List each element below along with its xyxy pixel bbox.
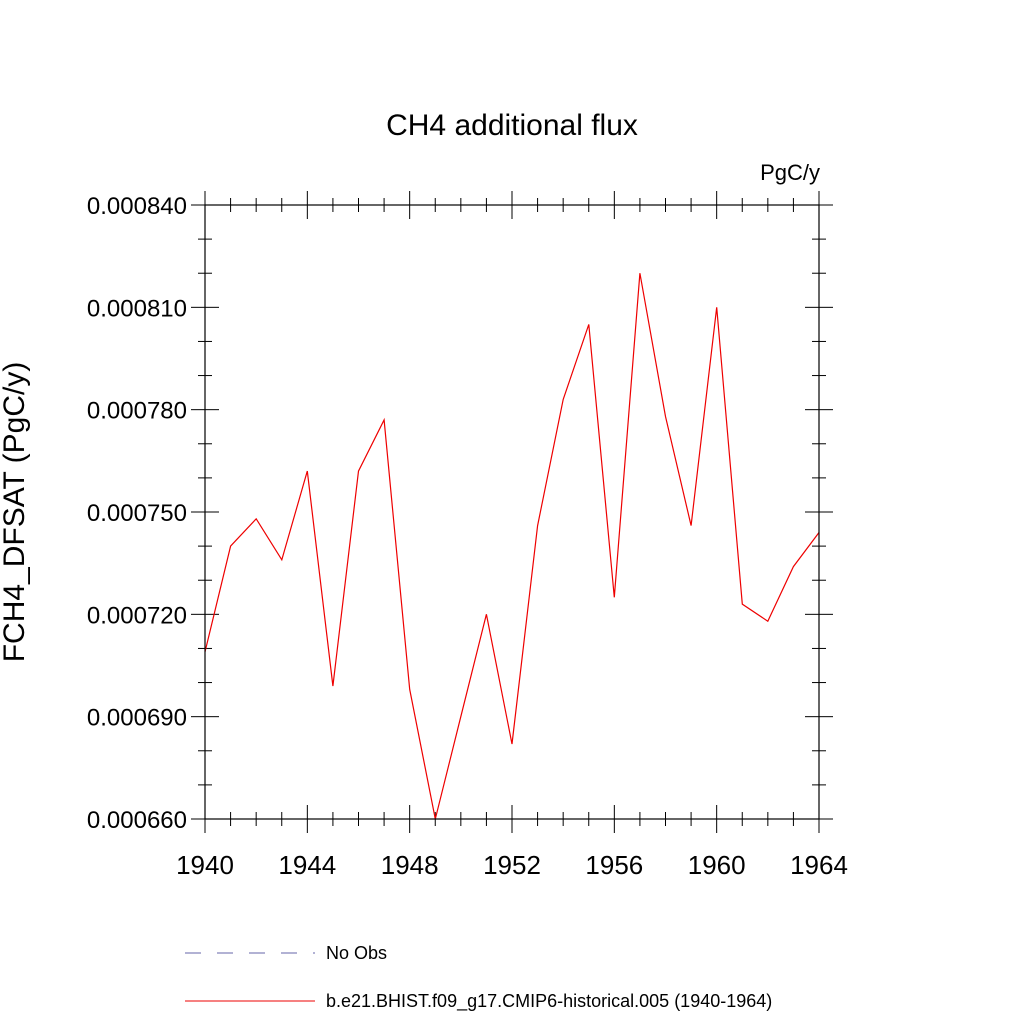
x-tick-labels: 1940 1944 1948 1952 1956 1960 1964 — [176, 850, 848, 880]
y-tick-marks — [191, 204, 833, 820]
x-tick-label: 1952 — [483, 850, 541, 880]
legend-label-no-obs: No Obs — [326, 943, 387, 963]
x-tick-label: 1964 — [790, 850, 848, 880]
series-line — [204, 273, 820, 820]
legend-label-model: b.e21.BHIST.f09_g17.CMIP6-historical.005… — [326, 991, 772, 1012]
y-tick-label: 0.000840 — [87, 193, 187, 220]
x-tick-marks — [204, 191, 820, 833]
y-axis-label: FCH4_DFSAT (PgC/y) — [0, 362, 31, 663]
x-tick-label: 1940 — [176, 850, 234, 880]
y-tick-labels: 0.000660 0.000690 0.000720 0.000750 0.000780… — [87, 193, 187, 834]
y-tick-label: 0.000660 — [87, 807, 187, 834]
units-label: PgC/y — [760, 160, 820, 185]
y-tick-label: 0.000750 — [87, 500, 187, 527]
x-tick-label: 1948 — [381, 850, 439, 880]
legend: No Obs b.e21.BHIST.f09_g17.CMIP6-histori… — [185, 943, 772, 1012]
y-tick-label: 0.000720 — [87, 602, 187, 629]
y-tick-label: 0.000690 — [87, 705, 187, 732]
plot-frame — [204, 204, 820, 820]
x-tick-label: 1956 — [585, 850, 643, 880]
y-tick-label: 0.000780 — [87, 398, 187, 425]
y-tick-label: 0.000810 — [87, 295, 187, 322]
x-tick-label: 1944 — [278, 850, 336, 880]
x-tick-label: 1960 — [688, 850, 746, 880]
chart-title: CH4 additional flux — [386, 109, 638, 142]
